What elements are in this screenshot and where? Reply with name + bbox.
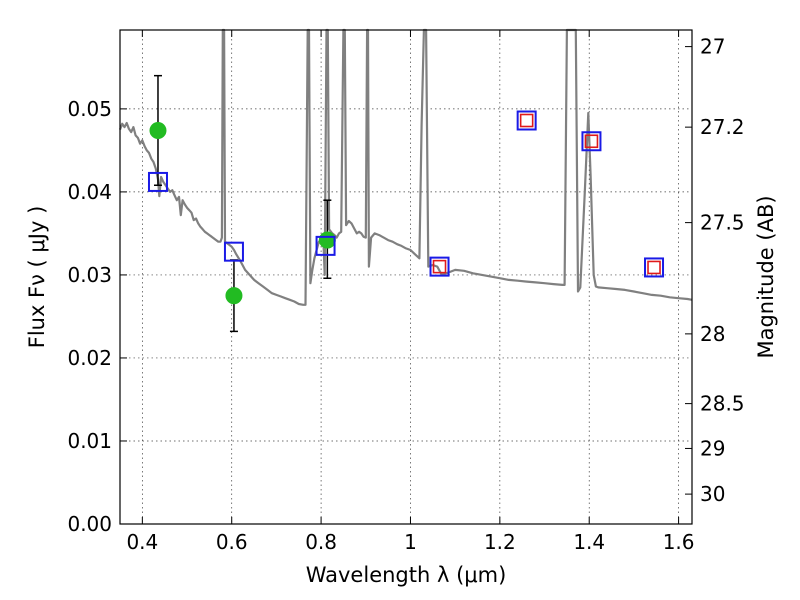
x-tick-label: 0.8 [305,530,337,554]
y-axis-title: Flux Fν ( μJy ) [25,206,49,349]
right-tick-label: 28.5 [700,392,745,416]
synthetic-square [429,256,450,277]
y-tick-label: 0.03 [67,263,112,287]
right-tick-label: 27.2 [700,115,745,139]
synthetic-square [223,241,244,262]
x-axis: 0.4 0.6 0.8 1 1.2 1.4 1.6 [126,30,695,554]
y-axis-right-title: Magnitude (AB) [754,195,778,358]
plot-frame [119,29,693,525]
y-axis-left: 0.00 0.01 0.02 0.03 0.04 0.05 [67,97,127,536]
y-tick-label: 0.02 [67,346,112,370]
y-axis-right: 27 27.2 27.5 28 28.5 29 30 [685,35,745,506]
synthetic-square [147,171,168,192]
observed-point [149,121,167,139]
predicted-square [432,259,447,274]
x-tick-label: 1.6 [663,530,695,554]
synthetic-square [581,131,602,152]
synthetic-photometry-series [147,110,665,278]
observed-point [318,231,336,249]
x-tick-label: 0.6 [216,530,248,554]
predicted-square [519,113,534,128]
right-tick-label: 28 [700,322,725,346]
y-tick-label: 0.01 [67,429,112,453]
predicted-square [584,134,599,149]
model-sed-line [118,28,693,306]
predicted-square [647,260,661,275]
synthetic-square [644,257,665,278]
right-tick-label: 27.5 [700,211,745,235]
y-tick-label: 0.04 [67,180,112,204]
y-tick-label: 0.00 [67,512,112,536]
right-tick-label: 30 [700,482,725,506]
y-tick-label: 0.05 [67,97,112,121]
x-tick-label: 1.2 [484,530,516,554]
x-axis-title: Wavelength λ (μm) [306,563,507,587]
x-tick-label: 1.4 [573,530,605,554]
synthetic-square [516,110,537,131]
observed-point [225,287,243,305]
x-tick-label: 1 [404,530,417,554]
grid [120,30,692,525]
model-sed-series [118,28,693,306]
synthetic-square [315,235,336,256]
right-tick-label: 29 [700,436,725,460]
right-tick-label: 27 [700,35,725,59]
x-tick-label: 0.4 [126,530,158,554]
